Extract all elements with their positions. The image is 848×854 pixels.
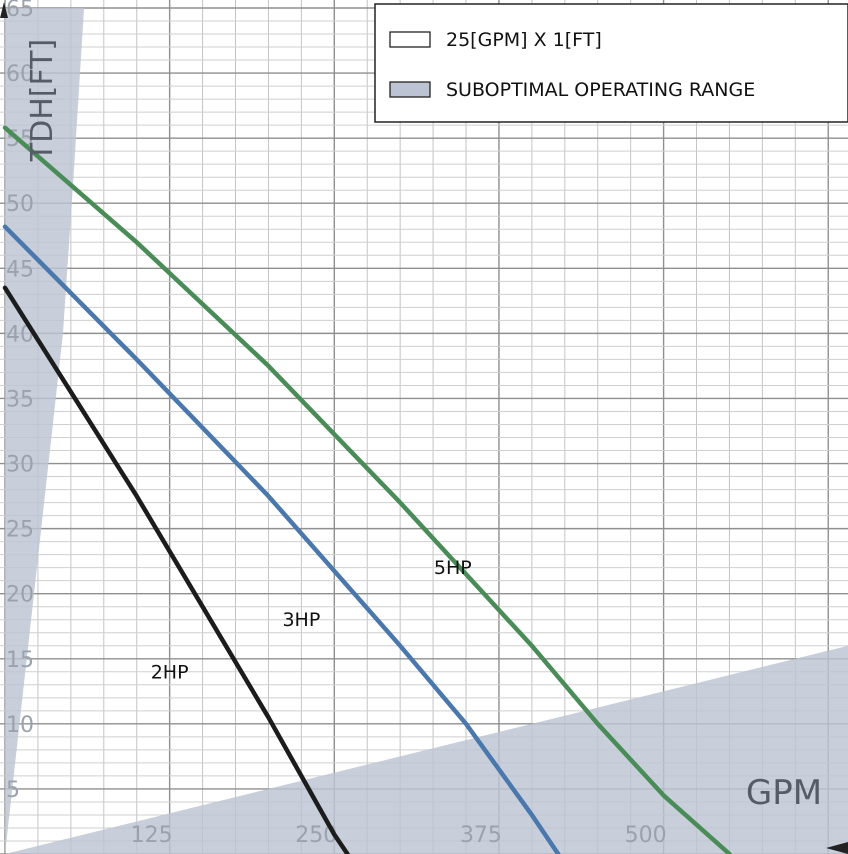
series-label-5hp: 5HP xyxy=(434,557,472,579)
y-axis-arrow-icon xyxy=(0,2,8,18)
series-labels: 2HP 3HP 5HP xyxy=(151,557,472,683)
curve-2hp xyxy=(2,285,350,854)
suboptimal-region xyxy=(5,8,85,854)
y-tick-label: 10 xyxy=(6,713,34,738)
x-tick-label: 500 xyxy=(625,823,667,848)
y-tick-label: 65 xyxy=(6,0,34,22)
legend-swatch xyxy=(389,81,431,98)
x-axis-title: GPM xyxy=(746,773,822,813)
y-tick-label: 20 xyxy=(6,583,34,608)
legend: 25[GPM] X 1[FT] SUBOPTIMAL OPERATING RANG… xyxy=(374,3,848,123)
y-tick-label: 45 xyxy=(6,257,34,282)
x-tick-labels: 125 250 375 500 xyxy=(131,823,667,848)
y-tick-label: 60 xyxy=(6,62,34,87)
pump-curves xyxy=(2,125,732,854)
suboptimal-region xyxy=(5,645,848,854)
y-tick-label: 30 xyxy=(6,453,34,478)
y-tick-label: 35 xyxy=(6,387,34,412)
legend-box xyxy=(374,3,848,123)
y-tick-label: 50 xyxy=(6,192,34,217)
x-tick-label: 375 xyxy=(460,823,502,848)
y-tick-label: 15 xyxy=(6,648,34,673)
series-label-3hp: 3HP xyxy=(282,609,320,631)
y-tick-label: 5 xyxy=(6,778,20,803)
legend-label: SUBOPTIMAL OPERATING RANGE xyxy=(446,79,755,101)
legend-label: 25[GPM] X 1[FT] xyxy=(446,29,602,51)
series-label-2hp: 2HP xyxy=(151,661,189,683)
suboptimal-regions xyxy=(5,8,848,854)
curve-3hp xyxy=(2,224,561,854)
y-tick-label: 25 xyxy=(6,518,34,543)
legend-swatch xyxy=(389,31,431,48)
x-tick-label: 125 xyxy=(131,823,173,848)
x-axis-arrow-icon xyxy=(826,842,848,854)
y-axis-title: TDH[FT] xyxy=(25,39,60,162)
curve-5hp xyxy=(2,125,732,854)
